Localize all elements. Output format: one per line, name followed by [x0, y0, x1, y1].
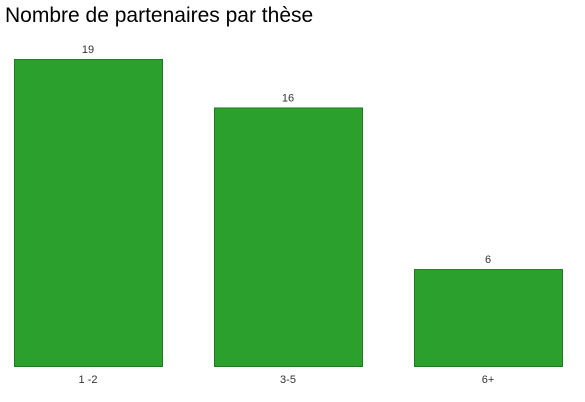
bars-group — [14, 59, 563, 368]
chart-title: Nombre de partenaires par thèse — [5, 4, 314, 27]
category-labels-group: 1 -2 3-5 6+ — [79, 374, 495, 386]
bar-3-5 — [214, 107, 363, 367]
value-label: 19 — [82, 44, 94, 56]
value-label: 6 — [485, 254, 491, 266]
value-label: 16 — [282, 92, 294, 104]
category-label: 6+ — [482, 374, 495, 386]
value-labels-group: 19 16 6 — [82, 44, 491, 266]
bar-6+ — [414, 269, 563, 368]
bar-1 -2 — [14, 59, 163, 367]
category-label: 3-5 — [280, 374, 296, 386]
category-label: 1 -2 — [79, 374, 98, 386]
